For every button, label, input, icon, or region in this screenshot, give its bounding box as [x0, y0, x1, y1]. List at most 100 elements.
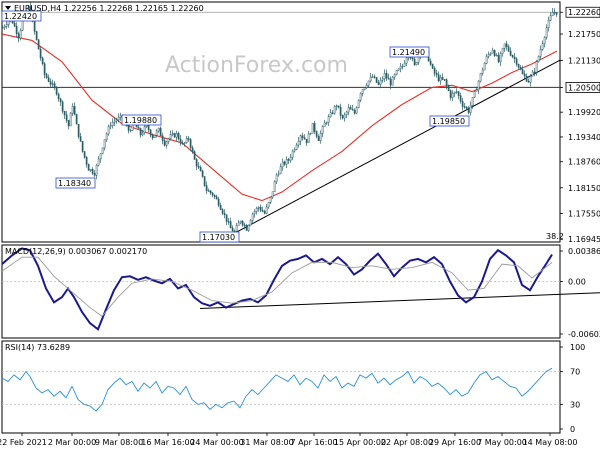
- candle: [539, 45, 542, 59]
- candle: [357, 99, 360, 109]
- candle: [277, 170, 280, 177]
- candle: [289, 154, 292, 163]
- macd-axis-tick: 0.00: [560, 278, 586, 287]
- candle: [353, 108, 356, 115]
- candle: [143, 124, 146, 135]
- candle: [17, 31, 20, 43]
- candle: [287, 157, 290, 164]
- candle: [495, 53, 498, 57]
- rsi-panel-header: RSI(14) 73.6289: [5, 343, 70, 352]
- candle: [437, 71, 440, 83]
- candle: [361, 89, 364, 97]
- candle: [69, 112, 72, 127]
- candle: [335, 104, 338, 111]
- candle: [253, 209, 256, 218]
- time-axis-tick: 16 Mar 16:00: [141, 433, 195, 447]
- candle: [493, 49, 496, 57]
- price-annotation: 1.22420: [1, 10, 42, 22]
- candle: [55, 86, 58, 96]
- moving-average-line: [1, 33, 558, 202]
- candle: [163, 138, 166, 147]
- macd-panel-frame: [1, 244, 561, 339]
- candle: [275, 173, 278, 184]
- candle: [79, 132, 82, 142]
- candle: [515, 57, 518, 67]
- candle: [67, 119, 70, 130]
- candle: [479, 72, 482, 83]
- candle: [323, 119, 326, 127]
- rsi-axis-tick: 100: [560, 343, 585, 352]
- candle: [265, 204, 268, 215]
- candle: [533, 68, 536, 77]
- candle: [429, 58, 432, 67]
- price-axis-tick: 1.19340: [560, 133, 600, 142]
- candle: [401, 63, 404, 70]
- candle: [153, 135, 156, 139]
- candle: [165, 140, 168, 149]
- candle: [299, 134, 302, 146]
- candle: [547, 16, 550, 32]
- candle: [523, 70, 526, 79]
- candle: [261, 206, 264, 212]
- candle: [383, 69, 386, 82]
- candle: [413, 57, 416, 66]
- candle: [487, 51, 490, 59]
- time-axis-tick: 15 Apr 00:00: [334, 433, 386, 447]
- candle: [89, 168, 92, 173]
- price-axis-label: 1.19340: [568, 133, 600, 142]
- candle: [105, 132, 108, 142]
- price-panel-frame: [1, 1, 561, 243]
- candle: [455, 88, 458, 94]
- candle: [181, 140, 184, 145]
- candle: [97, 156, 100, 167]
- candle: [321, 125, 324, 138]
- candle: [37, 39, 40, 50]
- candle: [255, 206, 258, 215]
- symbol-dropdown-icon[interactable]: [5, 6, 11, 10]
- candle: [453, 91, 456, 98]
- candle: [537, 55, 540, 63]
- price-annotation: 1.21490: [389, 46, 430, 58]
- candle: [377, 79, 380, 86]
- candle: [343, 112, 346, 122]
- candle: [249, 218, 252, 226]
- price-annotation-label: 1.21490: [392, 48, 425, 57]
- candle: [5, 20, 8, 29]
- candle: [297, 137, 300, 148]
- rsi-panel: 100 70 30 0 RSI(14) 73.6289: [1, 340, 585, 434]
- candle: [281, 158, 284, 171]
- candle: [243, 222, 246, 230]
- candle: [61, 100, 64, 114]
- macd-axis-tick: 0.003864: [560, 247, 600, 256]
- price-axis-tick: 1.20500: [560, 82, 600, 93]
- candle: [53, 80, 56, 90]
- time-axis-tick: 7 Apr 16:00: [290, 433, 338, 447]
- time-axis-tick: 29 Apr 16:00: [429, 433, 481, 447]
- candle: [193, 150, 196, 160]
- candle: [91, 167, 94, 176]
- candle: [103, 139, 106, 151]
- price-panel-header: EURUSD,H4 1.22256 1.22268 1.22165 1.2226…: [14, 4, 204, 13]
- time-axis-label: 24 Mar 00:00: [190, 438, 243, 447]
- candle: [511, 54, 514, 59]
- time-axis-label: 16 Mar 16:00: [141, 438, 194, 447]
- candle: [461, 97, 464, 111]
- candle: [403, 60, 406, 67]
- candle: [203, 176, 206, 188]
- candle: [341, 114, 344, 120]
- candle: [333, 105, 336, 115]
- candle: [551, 7, 554, 17]
- candle: [395, 69, 398, 76]
- candle: [549, 12, 552, 22]
- candle: [309, 132, 312, 136]
- candle: [151, 133, 154, 140]
- candle: [117, 113, 120, 123]
- candle: [463, 103, 466, 109]
- candle: [499, 51, 502, 67]
- candle: [535, 59, 538, 76]
- candle: [171, 130, 174, 137]
- candle: [285, 156, 288, 168]
- candle: [15, 22, 18, 38]
- candle: [137, 124, 140, 129]
- candle: [517, 63, 520, 70]
